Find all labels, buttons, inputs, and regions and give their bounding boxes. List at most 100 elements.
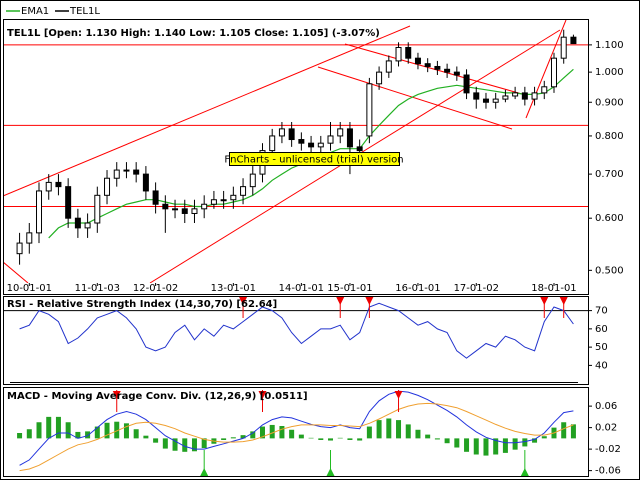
histogram-bar bbox=[172, 438, 178, 451]
macd-line bbox=[19, 390, 574, 466]
candle-body bbox=[172, 208, 179, 211]
histogram-bar bbox=[114, 421, 120, 439]
buy-signal bbox=[200, 468, 209, 476]
candle-body bbox=[385, 60, 392, 73]
candle-body bbox=[550, 57, 557, 88]
histogram-bar bbox=[366, 426, 372, 439]
sell-signal bbox=[239, 297, 248, 305]
y-tick-label: 0.500 bbox=[595, 265, 624, 276]
sell-signal bbox=[394, 391, 403, 399]
histogram-bar bbox=[434, 438, 440, 440]
candle-body bbox=[201, 203, 208, 210]
histogram-bar bbox=[104, 422, 110, 439]
y-tick-label: -0.06 bbox=[595, 466, 621, 477]
legend: EMA1 TEL1L bbox=[6, 6, 100, 17]
histogram-bar bbox=[153, 438, 159, 443]
annotation: FnCharts - unlicensed (trial) version bbox=[224, 155, 403, 166]
chart-title: RSI - Relative Strength Index (14,30,70)… bbox=[7, 299, 277, 310]
candle-body bbox=[473, 92, 480, 100]
candle-body bbox=[142, 173, 149, 192]
y-tick-label: 0.02 bbox=[595, 423, 617, 434]
trend-line bbox=[344, 43, 523, 95]
candle-body bbox=[45, 181, 52, 192]
candle-body bbox=[424, 63, 431, 67]
candle-body bbox=[162, 203, 169, 210]
x-tick-label: 10-01-01 bbox=[7, 283, 52, 294]
histogram-bar bbox=[532, 438, 538, 443]
sell-signal bbox=[336, 297, 345, 305]
y-tick-label: 70 bbox=[595, 306, 608, 317]
histogram-bar bbox=[259, 426, 265, 439]
histogram-bar bbox=[289, 429, 295, 439]
candle-body bbox=[327, 135, 334, 144]
x-tick-label: 18-01-01 bbox=[531, 283, 576, 294]
histogram-bar bbox=[279, 426, 285, 439]
histogram-bar bbox=[376, 420, 382, 439]
candle-body bbox=[463, 74, 470, 94]
legend-label: TEL1L bbox=[69, 6, 100, 17]
histogram-bar bbox=[415, 429, 421, 439]
histogram-bar bbox=[162, 438, 168, 449]
histogram-bar bbox=[347, 438, 353, 440]
candle-body bbox=[230, 194, 237, 201]
histogram-bar bbox=[298, 434, 304, 439]
histogram-bar bbox=[386, 418, 392, 439]
candle-body bbox=[531, 92, 538, 100]
y-tick-label: 0.800 bbox=[595, 131, 624, 142]
x-tick-label: 11-01-03 bbox=[75, 283, 120, 294]
y-tick-label: 0.900 bbox=[595, 97, 624, 108]
y-tick-label: 40 bbox=[595, 360, 608, 371]
histogram-bar bbox=[570, 424, 576, 439]
candle-body bbox=[444, 68, 451, 73]
histogram-bar bbox=[250, 431, 256, 439]
candle-body bbox=[113, 169, 120, 179]
histogram-bar bbox=[26, 429, 32, 439]
candle-body bbox=[36, 190, 43, 234]
candle-body bbox=[376, 71, 383, 85]
candle-body bbox=[181, 208, 188, 214]
buy-signal bbox=[326, 468, 335, 476]
trend-line bbox=[525, 20, 567, 119]
annotation-box bbox=[229, 152, 400, 166]
sell-signal bbox=[559, 297, 568, 305]
candle-body bbox=[541, 86, 548, 94]
sell-signal bbox=[258, 391, 267, 399]
candle-body bbox=[434, 65, 441, 70]
candle-body bbox=[521, 92, 528, 100]
candle-body bbox=[240, 186, 247, 196]
histogram-bar bbox=[191, 438, 197, 452]
histogram-bar bbox=[143, 435, 149, 439]
histogram-bar bbox=[36, 422, 42, 439]
y-tick-label: 0.06 bbox=[595, 401, 617, 412]
candle-body bbox=[337, 128, 344, 137]
y-tick-label: 0.600 bbox=[595, 213, 624, 224]
candle-body bbox=[308, 142, 315, 148]
candle-body bbox=[366, 83, 373, 137]
candle-body bbox=[249, 173, 256, 188]
y-tick-label: 50 bbox=[595, 342, 608, 353]
histogram-bar bbox=[221, 438, 227, 440]
candle-body bbox=[278, 128, 285, 137]
histogram-bar bbox=[337, 437, 343, 439]
candle-body bbox=[94, 194, 101, 224]
candle-body bbox=[65, 186, 72, 219]
histogram-bar bbox=[230, 437, 236, 439]
histogram-bar bbox=[561, 422, 567, 439]
candle-body bbox=[356, 146, 363, 152]
candle-body bbox=[55, 181, 62, 188]
histogram-bar bbox=[201, 438, 207, 449]
histogram-bar bbox=[464, 438, 470, 452]
histogram-bar bbox=[65, 422, 71, 439]
candle-body bbox=[298, 139, 305, 144]
candle-body bbox=[74, 217, 81, 229]
buy-signal bbox=[520, 468, 529, 476]
y-tick-label: 60 bbox=[595, 324, 608, 335]
x-tick-label: 16-01-01 bbox=[395, 283, 440, 294]
histogram-bar bbox=[473, 438, 479, 455]
histogram-bar bbox=[425, 434, 431, 439]
histogram-bar bbox=[123, 423, 129, 439]
panel-plot bbox=[4, 297, 588, 359]
histogram-bar bbox=[182, 438, 188, 452]
candle-body bbox=[453, 71, 460, 76]
histogram-bar bbox=[318, 438, 324, 440]
